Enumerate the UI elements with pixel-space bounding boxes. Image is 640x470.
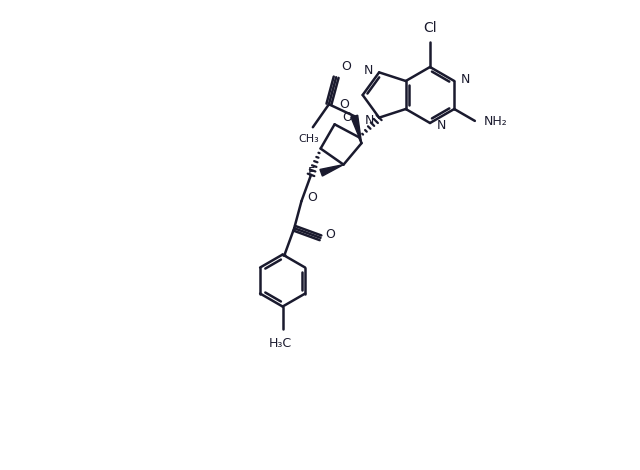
Text: O: O [307,191,317,204]
Text: NH₂: NH₂ [484,116,508,128]
Text: N: N [461,72,470,86]
Text: H₃C: H₃C [269,337,292,350]
Polygon shape [320,164,344,176]
Text: F: F [308,166,315,179]
Text: N: N [437,118,446,132]
Text: O: O [339,98,349,111]
Text: O: O [342,111,353,124]
Text: O: O [326,228,335,241]
Text: O: O [341,60,351,73]
Text: CH₃: CH₃ [298,134,319,144]
Text: Cl: Cl [423,21,437,35]
Polygon shape [351,115,362,143]
Text: N: N [364,64,373,77]
Text: N: N [365,114,374,127]
